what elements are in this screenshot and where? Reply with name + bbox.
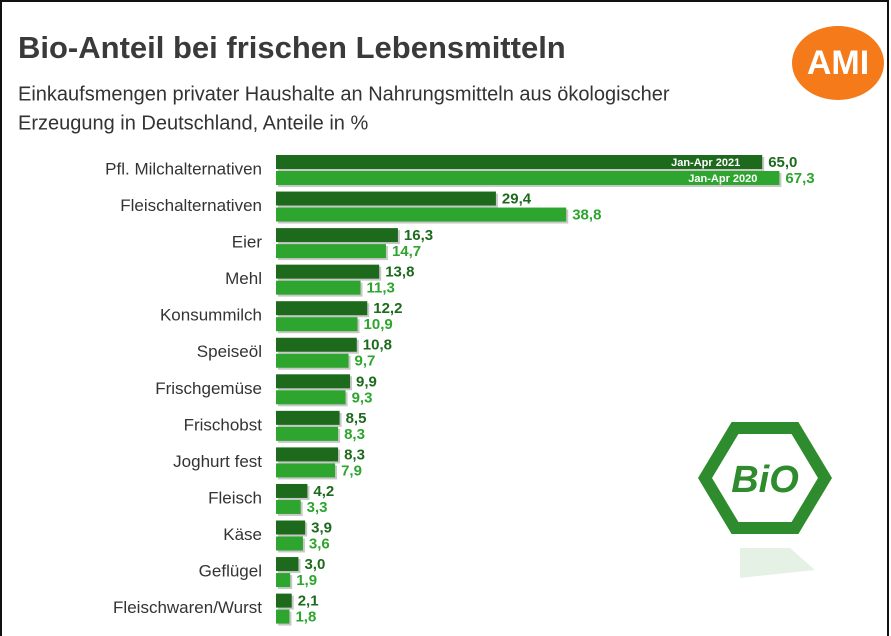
bar [276,410,340,425]
value-label: 12,2 [373,300,402,317]
value-label: 8,3 [344,426,365,443]
bio-logo-text: BiO [731,459,799,501]
value-label: 9,9 [356,373,377,390]
bar [276,207,567,222]
legend-label: Jan-Apr 2020 [688,173,757,185]
ami-logo-text: AMI [807,44,869,82]
bar [276,573,291,588]
category-label: Fleischwaren/Wurst [113,598,262,617]
category-label: Fleischalternativen [120,196,262,215]
value-label: 9,7 [355,353,376,370]
value-label: 3,3 [307,499,328,516]
bar [276,244,386,259]
category-label: Pfl. Milchalternativen [105,159,262,178]
category-label: Fleisch [208,488,262,507]
bio-reflection [740,548,815,578]
value-label: 10,8 [363,337,392,354]
value-label: 7,9 [341,462,362,479]
value-label: 10,9 [364,316,393,333]
bar [276,390,346,405]
chart-title: Bio-Anteil bei frischen Lebensmitteln [18,30,566,65]
bar [276,609,290,624]
value-label: 67,3 [785,170,814,187]
bar [276,520,306,535]
category-label: Joghurt fest [173,452,262,471]
value-label: 14,7 [392,243,421,260]
value-label: 65,0 [768,154,797,171]
bar [276,171,780,185]
value-label: 8,3 [344,446,365,463]
bar [276,280,361,295]
legend-label: Jan-Apr 2021 [671,157,740,169]
ami-logo [792,26,884,100]
bio-logo [698,422,832,534]
bar [276,499,301,514]
bar [276,593,292,608]
bar [276,264,380,279]
category-label: Geflügel [199,562,262,581]
category-label: Konsummilch [160,306,262,325]
value-label: 1,8 [295,609,316,626]
value-label: 3,6 [309,535,330,552]
value-label: 38,8 [572,207,601,224]
bar [276,301,368,316]
value-label: 3,9 [311,519,332,536]
bar [276,155,763,169]
bar [276,447,339,462]
bar [276,337,357,352]
category-label: Eier [232,233,263,252]
value-label: 4,2 [313,483,334,500]
value-label: 9,3 [352,389,373,406]
category-label: Mehl [225,269,262,288]
bar [276,191,496,206]
value-label: 3,0 [304,556,325,573]
value-label: 16,3 [404,227,433,244]
category-label: Speiseöl [197,342,262,361]
bar [276,536,303,551]
bar [276,374,351,389]
bar [276,483,308,498]
bar [276,426,339,441]
value-label: 13,8 [385,264,414,281]
value-label: 11,3 [367,280,395,297]
category-label: Frischgemüse [155,379,262,398]
subtitle: Einkaufsmengen privater Haushalte an Nah… [18,83,670,105]
bar [276,228,398,243]
value-label: 1,9 [296,572,317,589]
bar [276,557,299,572]
value-label: 2,1 [298,593,319,610]
value-label: 29,4 [502,191,532,208]
subtitle: Erzeugung in Deutschland, Anteile in % [18,112,368,134]
category-label: Frischobst [184,415,263,434]
bar [276,317,358,332]
bar [276,353,349,368]
value-label: 8,5 [346,410,367,427]
bar [276,463,336,478]
category-label: Käse [223,525,262,544]
